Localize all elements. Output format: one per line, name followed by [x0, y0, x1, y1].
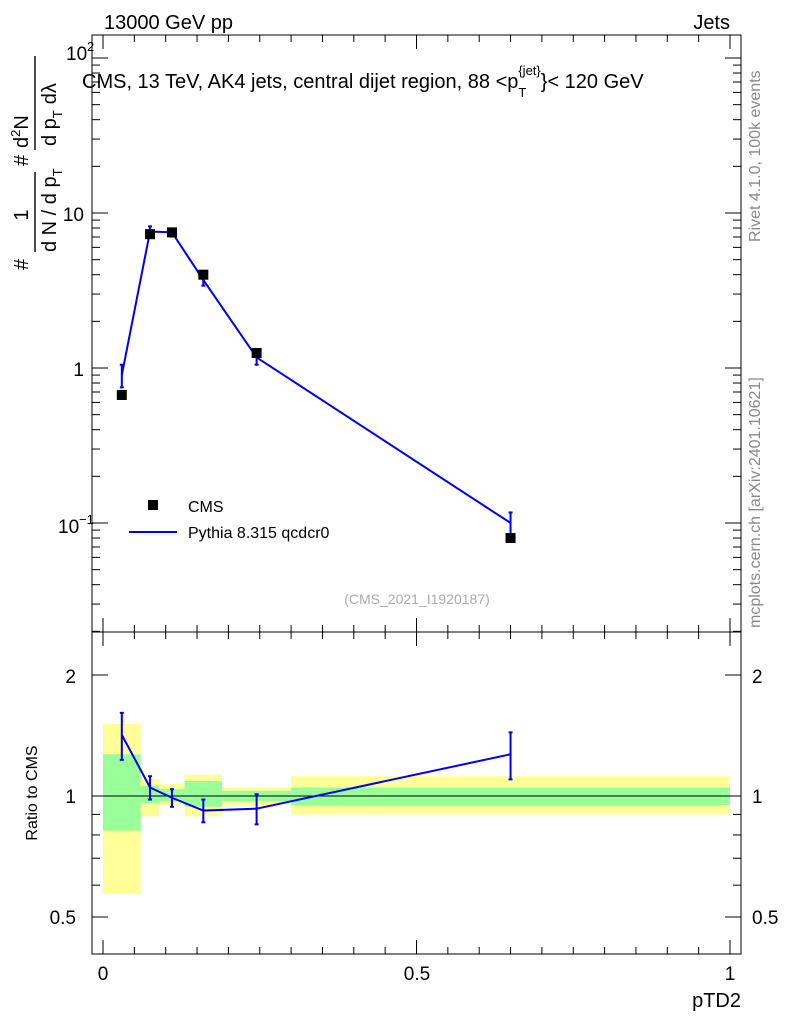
ratio-line [120, 734, 511, 812]
main-ylabel: # 1 d N / d pT # d2N d pTdλ [8, 56, 65, 270]
xtick-label-1: 1 [725, 964, 736, 985]
ratio-ytick-right-1: 1 [752, 787, 763, 808]
main-frame [91, 34, 742, 633]
svg-text:d2N: d2N [8, 115, 33, 148]
ratio-bands [103, 724, 730, 895]
svg-text:−1: −1 [79, 512, 94, 527]
cms-point [505, 533, 516, 544]
cms-point [145, 229, 156, 240]
ratio-ytick-right-0.5: 0.5 [752, 908, 778, 929]
svg-text:10: 10 [58, 517, 79, 538]
ytick-label-1: 1 [73, 360, 84, 381]
xtick-label-0: 0 [98, 964, 109, 985]
xtick-label-0.5: 0.5 [404, 964, 430, 985]
x-axis-label: pTD2 [692, 990, 741, 1012]
svg-text:#: # [11, 154, 33, 166]
cms-point [116, 389, 127, 400]
legend: CMS Pythia 8.315 qcdcr0 [129, 499, 330, 542]
chart-title: CMS, 13 TeV, AK4 jets, central dijet reg… [82, 63, 644, 100]
cms-point [251, 347, 262, 358]
ratio-ytick-left-2: 2 [65, 667, 76, 688]
ratio-panel: 2 1 0.5 2 1 0.5 0 0.5 1 pTD2 Ratio to CM… [24, 631, 778, 1012]
analysis-watermark: (CMS_2021_I1920187) [344, 591, 490, 607]
cms-point [166, 227, 177, 238]
legend-pythia-label: Pythia 8.315 qcdcr0 [188, 525, 330, 542]
svg-text:d pTdλ: d pTdλ [39, 83, 65, 146]
legend-cms-label: CMS [188, 499, 224, 516]
ratio-ytick-right-2: 2 [752, 667, 763, 688]
ratio-ytick-left-0.5: 0.5 [50, 908, 76, 929]
svg-text:1: 1 [11, 209, 33, 220]
ytick-label-0.1: 10 −1 [58, 512, 94, 538]
ratio-series [119, 711, 513, 826]
legend-cms-marker [148, 500, 158, 510]
mcplots-label: mcplots.cern.ch [arXiv:2401.10621] [747, 377, 764, 628]
pythia-line [120, 230, 512, 524]
svg-text:d N / d pT: d N / d pT [39, 168, 65, 252]
main-ticks [92, 35, 741, 632]
cms-point [198, 269, 209, 280]
rivet-label: Rivet 4.1.0, 100k events [747, 70, 764, 242]
main-panel: 10 2 10 1 10 −1 CMS, 13 TeV, AK4 jets, c… [58, 34, 742, 633]
ytick-label-100: 10 2 [66, 39, 94, 65]
ytick-label-10: 10 [63, 205, 84, 226]
main-series [116, 225, 516, 544]
ratio-ticks [92, 632, 741, 954]
ratio-ytick-left-1: 1 [65, 787, 76, 808]
svg-text:2: 2 [87, 39, 94, 54]
svg-text:#: # [11, 258, 33, 270]
svg-text:10: 10 [66, 44, 87, 65]
ratio-stat-band [103, 754, 141, 831]
ratio-ylabel: Ratio to CMS [24, 745, 41, 840]
header-left: 13000 GeV pp [104, 12, 233, 34]
header-right: Jets [693, 12, 730, 34]
